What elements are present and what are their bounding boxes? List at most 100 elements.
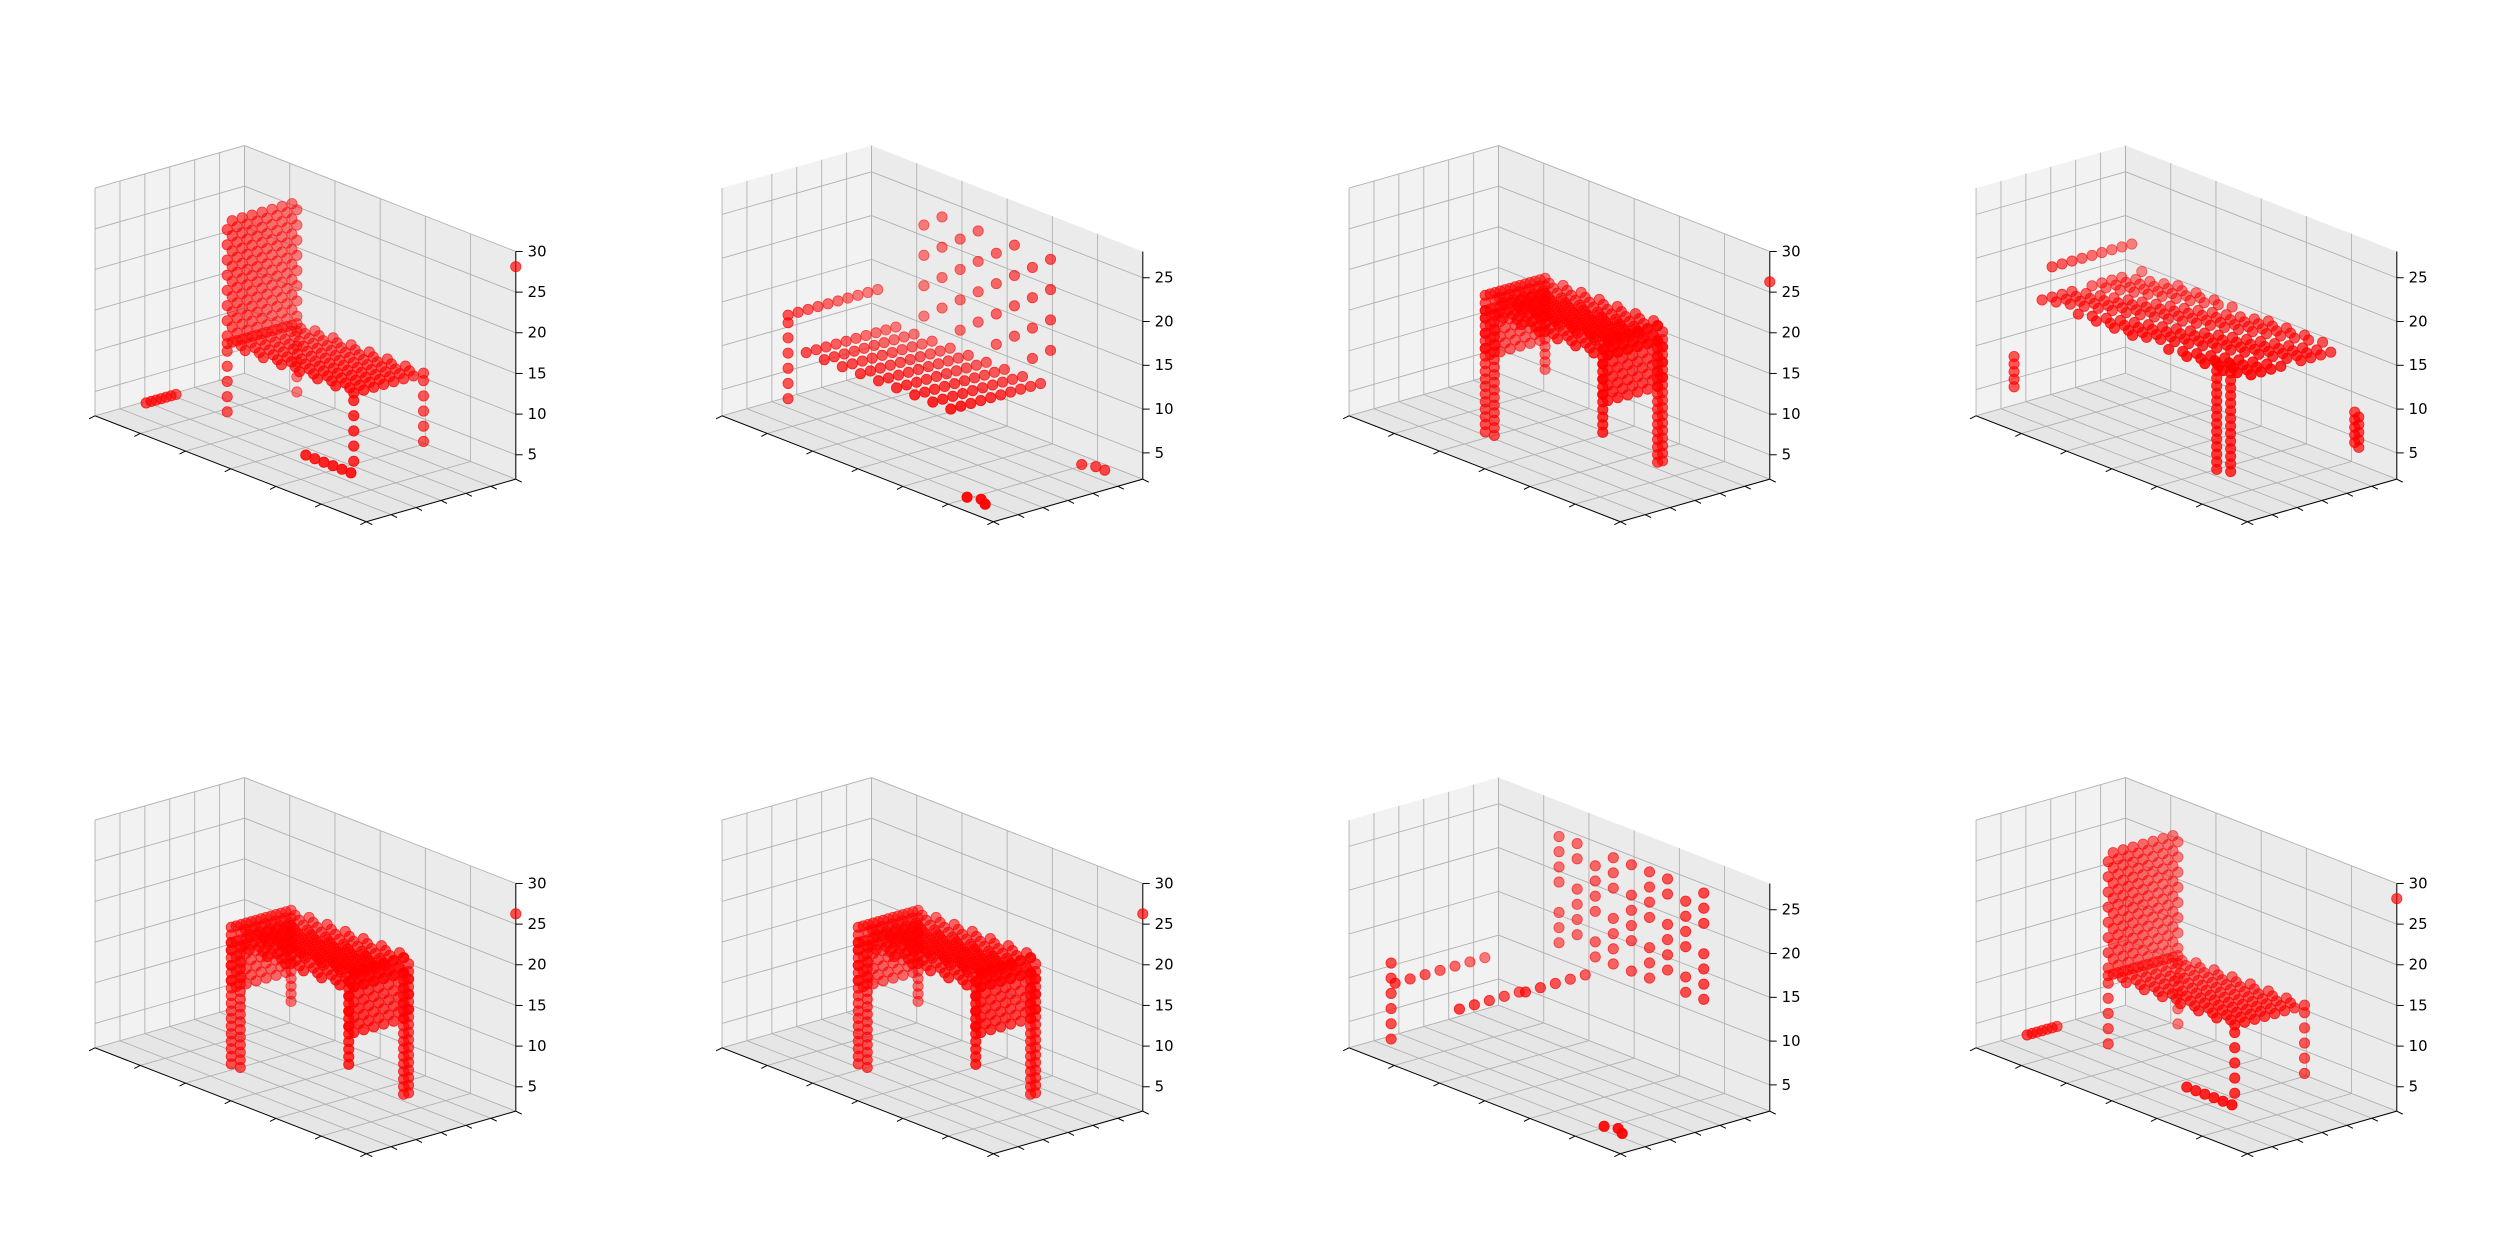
scatter-point — [1680, 925, 1692, 938]
scatter-point — [882, 372, 895, 384]
scatter-point — [891, 382, 903, 394]
scatter-point — [934, 345, 946, 357]
scatter-point — [975, 966, 987, 978]
scatter-point — [2315, 349, 2327, 361]
scatter-point — [967, 385, 979, 397]
scatter-point — [908, 328, 920, 340]
scatter-point — [1553, 830, 1565, 843]
scatter-point — [961, 491, 973, 503]
scatter-point — [417, 390, 430, 402]
scatter-point — [2353, 411, 2365, 423]
scatter-point — [2298, 1067, 2311, 1079]
scatter-point — [2128, 286, 2140, 298]
scatter-point — [1571, 838, 1583, 850]
scatter-point — [1099, 464, 1111, 476]
scatter-point — [1006, 373, 1019, 385]
scatter-point — [1625, 919, 1637, 932]
scatter-point — [856, 355, 868, 367]
scatter-point — [914, 351, 926, 363]
scatter-point — [348, 395, 360, 407]
scatter-point — [1588, 332, 1600, 344]
z-tick-label: 5 — [528, 446, 537, 464]
z-tick-label: 25 — [528, 283, 547, 301]
scatter-point — [2193, 1005, 2205, 1017]
scatter-point — [1589, 905, 1601, 917]
scatter-point — [1642, 322, 1654, 335]
scatter-point — [892, 369, 905, 381]
scatter-point — [398, 952, 410, 964]
scatter-point — [2096, 247, 2108, 259]
scatter-point — [261, 951, 273, 963]
scatter-point — [1015, 954, 1027, 967]
scatter-point — [950, 365, 962, 377]
scatter-point — [2102, 1038, 2114, 1050]
scatter-point — [343, 982, 355, 994]
z-tick-label: 15 — [1782, 364, 1801, 382]
scatter-point — [2102, 856, 2114, 868]
scatter-point — [2102, 977, 2114, 989]
scatter-point — [1632, 325, 1644, 337]
scatter-point — [2181, 350, 2193, 363]
axis-lines — [1969, 883, 2403, 1158]
scatter-point — [924, 965, 937, 977]
scatter-series — [852, 904, 1149, 1100]
scatter-point — [960, 362, 972, 374]
scatter-point — [2136, 266, 2148, 278]
scatter-point — [1680, 986, 1692, 998]
scatter-point — [1044, 284, 1057, 296]
scatter-point — [870, 944, 882, 956]
scatter-point — [1533, 310, 1546, 323]
scatter-point — [852, 289, 864, 301]
chart-panel-5: 5 10 15 20 25 30 — [88, 777, 547, 1158]
z-tick-label: 20 — [528, 324, 547, 342]
chart-panel-2: 5 10 15 20 25 — [715, 145, 1174, 526]
scatter-point — [1571, 929, 1583, 941]
scatter-point — [906, 341, 918, 353]
scatter-point — [870, 327, 882, 339]
scatter-point — [1008, 269, 1020, 282]
scatter-point — [1385, 1003, 1397, 1015]
scatter-point — [1553, 861, 1565, 873]
scatter-point — [348, 966, 360, 978]
scatter-point — [939, 380, 951, 392]
z-tick-label: 25 — [2409, 915, 2428, 933]
scatter-point — [904, 354, 916, 366]
grid-lines — [94, 145, 517, 523]
scatter-point — [864, 365, 876, 377]
scatter-point — [860, 329, 872, 342]
scatter-point — [2279, 1005, 2291, 1017]
chart-panel-7: 5 10 15 20 25 — [1342, 777, 1801, 1158]
scatter-point — [873, 375, 885, 387]
scatter-point — [1008, 330, 1020, 342]
scatter-point — [968, 372, 981, 384]
scatter-point — [2156, 290, 2168, 302]
scatter-point — [1598, 1120, 1610, 1132]
scatter-point — [2127, 329, 2139, 341]
scatter-point — [870, 928, 882, 940]
scatter-point — [1564, 973, 1576, 985]
scatter-point — [920, 373, 933, 385]
scatter-point — [926, 335, 938, 347]
scatter-point — [2298, 1022, 2311, 1034]
scatter-point — [297, 965, 310, 977]
z-tick-label: 5 — [528, 1078, 537, 1096]
scatter-point — [918, 249, 930, 261]
scatter-point — [2138, 984, 2150, 996]
scatter-point — [279, 958, 292, 970]
scatter-point — [922, 361, 934, 373]
scatter-point — [1553, 846, 1565, 858]
scatter-point — [936, 302, 948, 314]
scatter-point — [2229, 1072, 2241, 1084]
scatter-point — [800, 346, 812, 359]
scatter-point — [884, 359, 896, 371]
scatter-point — [958, 375, 971, 387]
scatter-point — [1385, 1033, 1397, 1045]
scatter-point — [1389, 977, 1401, 989]
scatter-point — [880, 324, 892, 336]
scatter-point — [985, 392, 997, 404]
scatter-point — [316, 957, 328, 969]
z-tick-label: 30 — [528, 874, 547, 892]
scatter-point — [886, 346, 898, 359]
scatter-point — [1549, 977, 1561, 989]
scatter-point — [782, 377, 794, 389]
